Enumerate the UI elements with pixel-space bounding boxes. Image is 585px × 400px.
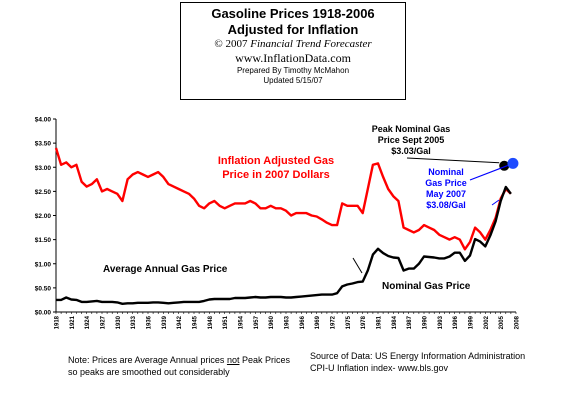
x-tick-label: 1957 <box>254 315 260 329</box>
x-tick-label: 1981 <box>377 315 383 329</box>
footer-source-line-1: Source of Data: US Energy Information Ad… <box>310 351 526 361</box>
x-tick-label: 1984 <box>392 315 398 329</box>
nominal-2007-line-4: $3.08/Gal <box>426 200 466 210</box>
nominal-series-label: Nominal Gas Price <box>382 281 471 292</box>
x-tick-label: 1936 <box>147 315 153 329</box>
chart-subtitle: Adjusted for Inflation <box>227 22 359 37</box>
x-tick-label: 1990 <box>423 315 429 329</box>
x-tick-label: 1960 <box>269 315 275 329</box>
y-tick-label: $2.50 <box>35 189 52 196</box>
y-tick-label: $1.50 <box>35 237 52 244</box>
x-tick-label: 1927 <box>101 315 107 329</box>
x-tick-label: 1945 <box>193 315 199 329</box>
prepared-by: Prepared By Timothy McMahon <box>236 66 350 75</box>
y-tick-label: $1.00 <box>35 261 52 268</box>
y-tick-label: $3.00 <box>35 165 52 172</box>
x-tick-label: 1924 <box>85 315 91 329</box>
x-tick-label: 1978 <box>361 315 367 329</box>
y-tick-label: $3.50 <box>35 141 52 148</box>
note-text-b: Peak Prices <box>239 355 290 365</box>
x-tick-label: 1972 <box>331 315 337 329</box>
x-tick-label: 2002 <box>484 315 490 329</box>
nominal-2007-line-3: May 2007 <box>426 189 466 199</box>
peak-nominal-line-1: Peak Nominal Gas <box>372 124 451 134</box>
nominal-2007-line-2: Gas Price <box>425 178 467 188</box>
copyright-prefix: © 2007 <box>214 38 251 50</box>
nominal-2007-line-1: Nominal <box>428 167 464 177</box>
x-tick-label: 1999 <box>469 315 475 329</box>
inflation-label-line-1: Inflation Adjusted Gas <box>218 155 334 167</box>
nominal-2007-pointer <box>469 164 509 181</box>
y-tick-label: $0.00 <box>35 310 52 317</box>
nominal-2007-point <box>507 157 519 169</box>
x-tick-label: 1963 <box>285 315 291 329</box>
inflation-label-line-2: Price in 2007 Dollars <box>222 169 330 181</box>
updated-date: Updated 5/15/07 <box>263 76 323 85</box>
chart-title-box: Gasoline Prices 1918-2006 Adjusted for I… <box>180 2 406 100</box>
footer-source-line-2: CPI-U Inflation index- www.bls.gov <box>310 363 449 373</box>
x-tick-label: 1939 <box>162 315 168 329</box>
copyright-line: © 2007 Financial Trend Forecaster <box>181 37 405 51</box>
nominal-label-pointer <box>352 257 363 274</box>
website: www.InflationData.com <box>235 51 351 65</box>
x-tick-label: 1993 <box>438 315 444 329</box>
chart-ticks: $0.00 $0.50 $1.00 $1.50 $2.00 $2.50 $3.00 $3.50… <box>35 117 521 330</box>
x-tick-label: 1969 <box>315 315 321 329</box>
x-tick-label: 2008 <box>515 315 521 329</box>
x-tick-label: 1930 <box>116 315 122 329</box>
footer-note-line-1: Note: Prices are Average Annual prices n… <box>68 354 290 366</box>
y-tick-label: $2.00 <box>35 213 52 220</box>
footer-source: Source of Data: US Energy Information Ad… <box>310 350 525 374</box>
x-tick-label: 1975 <box>346 315 352 329</box>
nominal-series-line <box>56 185 512 305</box>
x-tick-label: 1966 <box>300 315 306 329</box>
inflation-adjusted-series-line <box>54 147 512 251</box>
average-annual-label: Average Annual Gas Price <box>103 264 228 275</box>
peak-nominal-line-3: $3.03/Gal <box>391 146 431 156</box>
chart-series <box>54 147 519 305</box>
note-text-a: Note: Prices are Average Annual prices <box>68 355 227 365</box>
x-tick-label: 1951 <box>223 315 229 329</box>
chart-title: Gasoline Prices 1918-2006 <box>211 6 375 21</box>
x-tick-label: 1954 <box>239 315 245 329</box>
x-tick-label: 1918 <box>55 315 61 329</box>
copyright-name: Financial Trend Forecaster <box>250 38 372 50</box>
peak-nominal-line-2: Price Sept 2005 <box>378 135 445 145</box>
x-tick-label: 1996 <box>453 315 459 329</box>
x-tick-label: 1987 <box>407 315 413 329</box>
peak-nominal-pointer <box>406 157 500 164</box>
chart-annotations: Peak Nominal Gas Price Sept 2005 $3.03/G… <box>103 124 471 292</box>
y-tick-label: $4.00 <box>35 117 52 124</box>
note-text-not: not <box>226 355 240 365</box>
x-tick-label: 1921 <box>70 315 76 329</box>
x-tick-label: 2005 <box>499 315 505 329</box>
footer-note-line-2: so peaks are smoothed out considerably <box>68 367 230 377</box>
annotation-pointers <box>352 157 509 274</box>
y-tick-label: $0.50 <box>35 285 52 292</box>
x-tick-label: 1942 <box>177 315 183 329</box>
footer-note: Note: Prices are Average Annual prices n… <box>68 354 290 378</box>
x-tick-label: 1933 <box>131 315 137 329</box>
nominal-2007-text-pointer <box>491 199 500 206</box>
x-tick-label: 1948 <box>208 315 214 329</box>
